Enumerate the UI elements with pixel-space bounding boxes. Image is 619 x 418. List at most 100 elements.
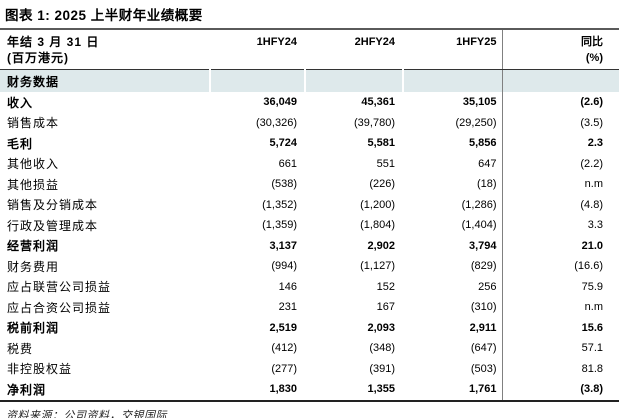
header-col-2hfy24: 2HFY24 <box>305 30 403 70</box>
cell-1hfy25: (1,286) <box>461 198 497 211</box>
cell-2hfy24: (1,804) <box>360 219 395 232</box>
cell-1hfy25: 256 <box>478 280 497 293</box>
cell-2hfy24: 2,902 <box>367 239 395 252</box>
cell-2hfy24: 167 <box>376 301 395 314</box>
cell-yoy: 3.3 <box>501 215 619 236</box>
cell-1hfy25: (503) <box>470 362 497 375</box>
table-row: 行政及管理成本 (1,359) (1,804) (1,404) 3.3 <box>0 215 619 236</box>
cell-2hfy24: (1,127) <box>360 260 395 273</box>
row-label: 应占联营公司损益 <box>7 280 112 295</box>
header-col-yoy: 同比 (%) <box>501 30 619 70</box>
row-label: 净利润 <box>0 379 210 402</box>
header-label: 年结 3 月 31 日 (百万港元) <box>0 30 210 70</box>
row-label: 销售成本 <box>7 116 60 131</box>
cell-2hfy24: (1,200) <box>360 198 395 211</box>
table-row: 其他损益 (538) (226) (18) n.m <box>0 174 619 195</box>
row-label: 行政及管理成本 <box>7 218 99 233</box>
cell-yoy: 57.1 <box>501 338 619 359</box>
row-label: 税费 <box>7 341 34 356</box>
cell-1hfy24: 3,137 <box>269 239 297 252</box>
cell-1hfy24: (538) <box>271 178 297 191</box>
cell-1hfy25: 3,794 <box>468 239 497 252</box>
cell-yoy: n.m <box>501 297 619 318</box>
cell-yoy: 21.0 <box>501 235 619 256</box>
section-cell <box>209 69 305 92</box>
cell-1hfy24: 2,519 <box>269 321 297 334</box>
cell-2hfy24: 551 <box>376 157 395 170</box>
cell-1hfy24: (1,352) <box>262 198 297 211</box>
cell-2hfy24: (391) <box>369 362 395 375</box>
cell-1hfy24: (412) <box>271 342 297 355</box>
cell-1hfy24: (30,326) <box>256 116 297 129</box>
cell-yoy: (2.2) <box>501 153 619 174</box>
row-label: 销售及分销成本 <box>7 198 99 213</box>
cell-1hfy24: 231 <box>278 301 297 314</box>
section-cell <box>402 69 502 92</box>
row-label: 应占合资公司损益 <box>7 300 112 315</box>
header-row: 年结 3 月 31 日 (百万港元) 1HFY24 2HFY24 1HFY25 … <box>0 30 619 70</box>
cell-1hfy25: (1,404) <box>461 219 497 232</box>
page-title: 图表 1: 2025 上半财年业绩概要 <box>5 8 203 23</box>
table-row: 收入 36,049 45,361 35,105 (2.6) <box>0 92 619 113</box>
table-row: 净利润 1,830 1,355 1,761 (3.8) <box>0 379 619 402</box>
section-label: 财务数据 <box>0 69 210 92</box>
header-yoy-line1: 同比 <box>581 36 603 48</box>
table-row: 销售及分销成本 (1,352) (1,200) (1,286) (4.8) <box>0 194 619 215</box>
row-label: 其他收入 <box>7 157 60 172</box>
cell-2hfy24: 45,361 <box>361 96 395 109</box>
cell-1hfy25: (18) <box>476 178 497 191</box>
row-label: 收入 <box>7 95 34 110</box>
row-label: 其他损益 <box>7 177 60 192</box>
cell-yoy: 2.3 <box>501 133 619 154</box>
cell-2hfy24: (348) <box>369 342 395 355</box>
cell-1hfy25: (310) <box>470 301 497 314</box>
cell-yoy: 81.8 <box>501 358 619 379</box>
cell-yoy: n.m <box>501 174 619 195</box>
cell-1hfy24: 36,049 <box>263 96 297 109</box>
cell-1hfy24: (277) <box>271 362 297 375</box>
header-col-1hfy25: 1HFY25 <box>403 30 502 70</box>
row-label: 非控股权益 <box>7 362 73 377</box>
row-label: 毛利 <box>7 136 34 151</box>
section-row: 财务数据 <box>0 69 619 92</box>
header-label-line2: (百万港元) <box>7 51 69 65</box>
cell-1hfy24: (1,359) <box>262 219 297 232</box>
table-row: 应占合资公司损益 231 167 (310) n.m <box>0 297 619 318</box>
cell-1hfy25: 1,761 <box>403 379 502 402</box>
cell-1hfy24: 146 <box>278 280 297 293</box>
section-cell <box>304 69 403 92</box>
cell-yoy: (2.6) <box>501 92 619 113</box>
cell-2hfy24: 152 <box>376 280 395 293</box>
header-yoy-line2: (%) <box>585 52 603 64</box>
cell-yoy: (3.5) <box>501 112 619 133</box>
row-label: 税前利润 <box>7 321 60 336</box>
cell-1hfy24: 661 <box>278 157 297 170</box>
row-label: 经营利润 <box>7 239 60 254</box>
table-row: 毛利 5,724 5,581 5,856 2.3 <box>0 133 619 154</box>
source-note: 资料来源：公司资料，交银国际 <box>6 409 167 418</box>
table-row: 其他收入 661 551 647 (2.2) <box>0 153 619 174</box>
cell-1hfy25: 35,105 <box>462 96 497 109</box>
cell-1hfy24: 5,724 <box>269 137 297 150</box>
table-row: 经营利润 3,137 2,902 3,794 21.0 <box>0 235 619 256</box>
table-row: 税费 (412) (348) (647) 57.1 <box>0 338 619 359</box>
cell-2hfy24: 1,355 <box>305 379 403 402</box>
cell-1hfy25: 647 <box>478 157 497 170</box>
cell-1hfy25: (29,250) <box>455 116 497 129</box>
cell-2hfy24: (39,780) <box>354 116 395 129</box>
financials-table: 年结 3 月 31 日 (百万港元) 1HFY24 2HFY24 1HFY25 … <box>0 30 619 402</box>
header-label-line1: 年结 3 月 31 日 <box>7 35 100 49</box>
table-row: 非控股权益 (277) (391) (503) 81.8 <box>0 358 619 379</box>
cell-yoy: (3.8) <box>501 379 619 402</box>
row-label: 财务费用 <box>7 259 60 274</box>
cell-2hfy24: 5,581 <box>367 137 395 150</box>
cell-2hfy24: (226) <box>369 178 395 191</box>
header-col-1hfy24: 1HFY24 <box>210 30 305 70</box>
table-row: 应占联营公司损益 146 152 256 75.9 <box>0 276 619 297</box>
cell-1hfy24: 1,830 <box>210 379 305 402</box>
table-row: 财务费用 (994) (1,127) (829) (16.6) <box>0 256 619 277</box>
cell-yoy: 75.9 <box>501 276 619 297</box>
cell-1hfy25: (647) <box>470 342 497 355</box>
cell-2hfy24: 2,093 <box>367 321 395 334</box>
